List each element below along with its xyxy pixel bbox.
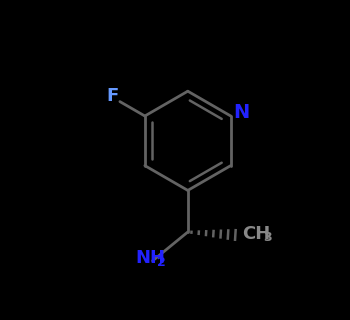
Text: F: F — [107, 87, 119, 105]
Text: NH: NH — [135, 249, 165, 267]
Text: 3: 3 — [263, 231, 272, 244]
Text: N: N — [233, 103, 249, 122]
Text: 2: 2 — [157, 256, 166, 269]
Text: CH: CH — [242, 225, 271, 243]
